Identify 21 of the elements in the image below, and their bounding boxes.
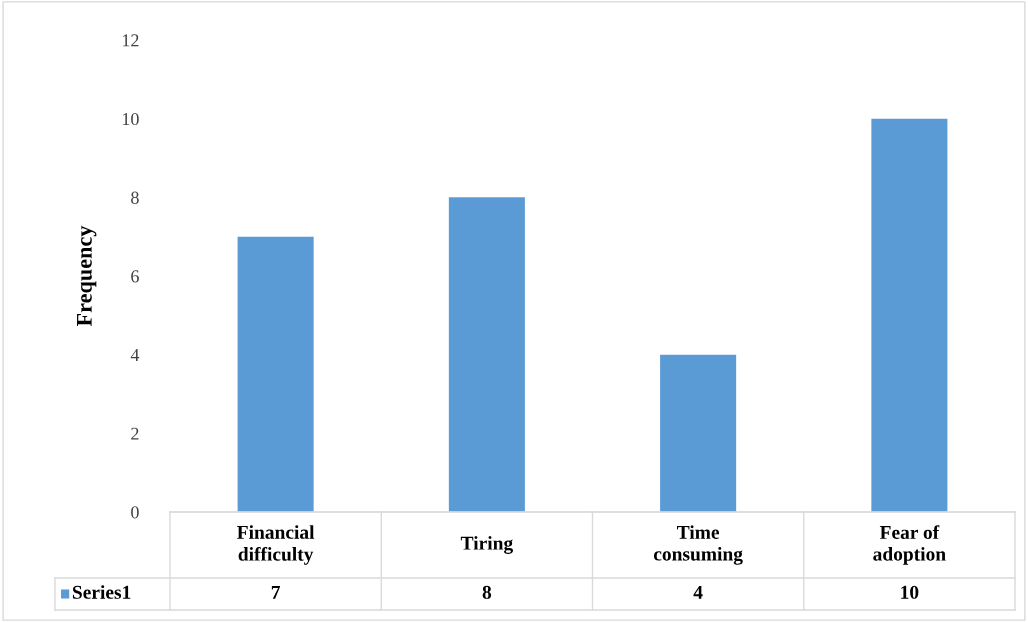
- x-tick-label: Tiring: [460, 536, 513, 554]
- bar: [660, 354, 737, 512]
- x-tick-label: Time consuming: [653, 525, 743, 565]
- data-label: 10: [901, 585, 919, 599]
- y-tick-label: 4: [130, 349, 140, 361]
- y-tick-label: 10: [122, 112, 139, 126]
- y-tick-label: 2: [131, 427, 139, 440]
- y-tick-label: 8: [131, 191, 139, 204]
- y-tick-label: 6: [131, 270, 139, 283]
- bar: [237, 236, 314, 512]
- data-label: 7: [271, 585, 281, 599]
- data-label: 4: [693, 585, 703, 599]
- x-tick-label: Financial difficulty: [237, 525, 315, 565]
- y-tick-label: 0: [131, 506, 139, 519]
- bar: [448, 197, 525, 512]
- y-tick-label: 12: [122, 34, 139, 47]
- bar: [871, 118, 948, 512]
- data-label: 8: [482, 585, 492, 599]
- legend-label: Series1: [72, 585, 131, 599]
- y-axis-title: Frequency: [77, 225, 97, 327]
- x-tick-label: Fear of adoption: [873, 525, 946, 565]
